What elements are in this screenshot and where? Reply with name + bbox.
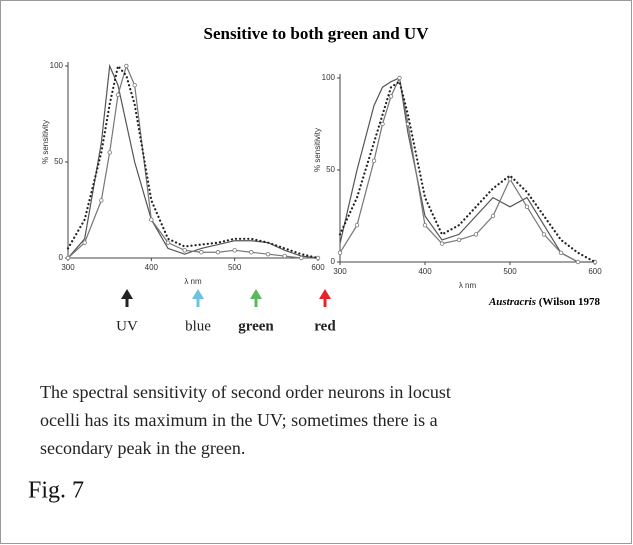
series-point [165,240,171,245]
series-point [124,63,129,69]
series-point [456,237,462,243]
series-point [575,259,581,265]
series-point [439,241,445,246]
y-tick-label: 100 [50,61,64,70]
series-point [149,217,154,222]
series-point [299,255,304,261]
x-tick-label: 600 [311,263,325,272]
series-point [388,94,394,99]
source-rest: (Wilson 1978 [536,296,600,308]
series-point [65,255,71,261]
caption-line: ocelli has its maximum in the UV; someti… [40,410,438,430]
series-point [354,222,360,228]
y-tick-label: 0 [59,253,64,262]
x-axis-label: λ nm [184,277,202,286]
series-point [199,250,204,255]
source: Austracris (Wilson 1978 [488,296,601,308]
series-line [67,63,319,259]
x-tick-label: 300 [61,263,75,272]
y-tick-label: 50 [54,157,63,166]
series-point [337,250,343,255]
series-point [132,82,137,88]
arrow-label: red [314,318,336,334]
y-axis-label: % sensitivity [41,120,50,164]
y-tick-label: 100 [322,73,336,82]
series-point [558,250,564,255]
series-point [473,232,479,237]
series-line [67,64,318,259]
series-point [507,176,513,182]
arrow [192,289,204,307]
arrow-label: UV [116,318,138,334]
series-point [82,240,87,245]
series-point [524,204,530,209]
series-point [380,121,385,127]
source-italic: Austracris [488,296,536,308]
arrow-label: green [238,318,274,334]
figure-label: Fig. 7 [28,478,84,504]
series-point [397,75,402,81]
series-point [371,158,377,163]
title: Sensitive to both green and UV [204,24,430,43]
arrow [319,289,331,307]
arrow [250,289,262,307]
x-tick-label: 400 [145,263,159,272]
x-axis-label: λ nm [459,281,477,290]
y-axis-label: % sensitivity [313,128,322,172]
arrow-label: blue [185,318,211,334]
x-tick-label: 500 [503,267,517,276]
series-point [282,253,287,259]
series-point [107,150,112,155]
series-line [339,76,595,263]
series-point [422,222,428,228]
series-line [338,79,597,264]
series-point [249,250,254,255]
series-point [115,92,121,97]
series-line [339,77,595,263]
series-point [315,255,321,261]
series-point [99,198,104,203]
series-point [490,213,496,219]
caption-line: secondary peak in the green. [40,438,245,458]
series-point [232,248,237,253]
x-tick-label: 600 [588,267,602,276]
series-point [541,232,547,237]
series-point [182,248,187,253]
x-tick-label: 400 [418,267,432,276]
x-tick-label: 500 [228,263,242,272]
series-line [66,63,320,260]
x-tick-label: 300 [333,267,347,276]
series-point [215,250,221,255]
caption-line: The spectral sensitivity of second order… [40,382,451,402]
arrow [121,289,133,307]
series-point [265,251,271,257]
y-tick-label: 50 [326,165,335,174]
y-tick-label: 0 [331,257,336,266]
